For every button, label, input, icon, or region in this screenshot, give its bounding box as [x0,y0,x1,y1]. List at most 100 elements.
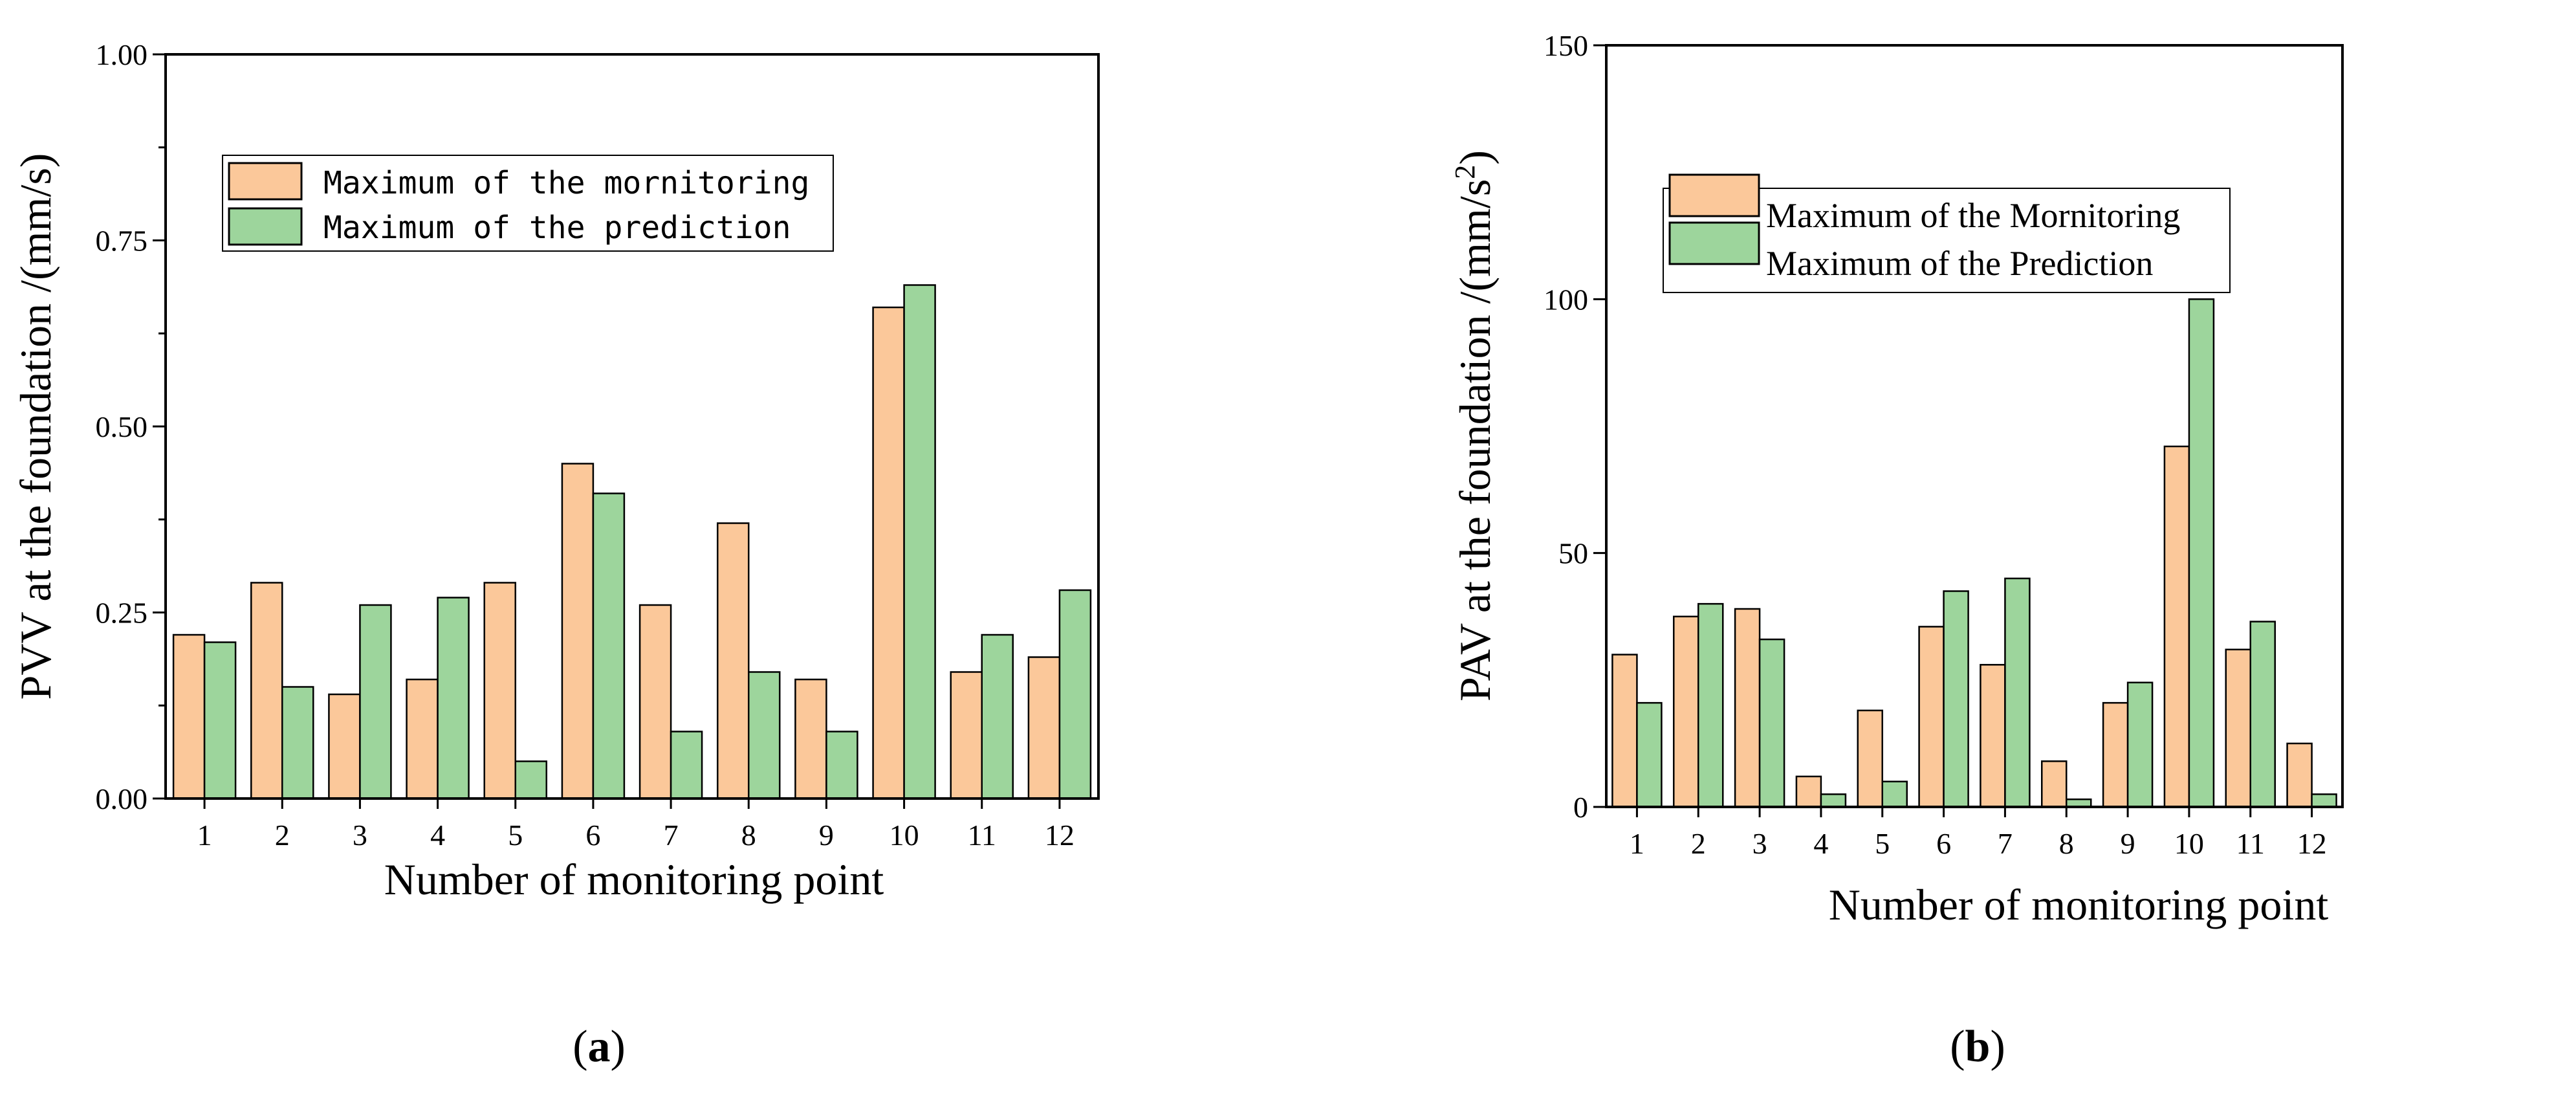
chart-b-bar-monitoring-point-5 [1857,709,1883,808]
chart-a-bar-monitoring-point-11 [950,671,983,800]
chart-b-y-axis-title-end: ) [1450,150,1500,165]
chart-b-x-tick-label-8: 8 [2059,827,2074,860]
chart-a-bar-prediction-point-9 [825,731,858,800]
chart-a-x-tick-label-11: 11 [968,819,996,852]
chart-a-panel-label: (a) [573,1022,626,1072]
chart-a-bar-monitoring-point-4 [406,678,439,800]
chart-a-bar-monitoring-point-5 [483,582,516,800]
chart-a-bar-monitoring-point-12 [1027,656,1061,800]
chart-a-legend: Maximum of the mornitoring Maximum of th… [222,155,834,252]
chart-b-bar-monitoring-point-6 [1918,626,1945,808]
chart-a-x-tick-label-1: 1 [197,819,212,852]
chart-a-y-tick-label-0.50: 0.50 [96,410,148,443]
chart-panel-a: 1 2 3 4 5 6 7 8 9 10 11 120.000.250.500.751.00 Numb… [11,38,1100,1072]
chart-a-axes: 1 2 3 4 5 6 7 8 9 10 11 120.000.250.500.751.00 [96,38,1075,852]
chart-a-bar-prediction-point-1 [203,641,237,800]
chart-b-y-axis-title: PAV at the foundation /(mm/s2) [1449,150,1500,701]
chart-a-bar-prediction-point-8 [748,671,781,800]
chart-b-bar-prediction-point-3 [1758,638,1785,808]
chart-b-bar-monitoring-point-3 [1734,608,1761,808]
chart-b-x-tick-label-9: 9 [2121,827,2135,860]
chart-b-bar-monitoring-point-8 [2041,760,2068,808]
chart-a-legend-label-prediction: Maximum of the prediction [323,210,791,246]
chart-a-x-axis-title: Number of monitoring point [384,855,884,904]
chart-b-bars [1611,298,2337,808]
chart-b-panel-label-open: ( [1950,1022,1965,1072]
chart-b-bar-prediction-point-9 [2126,681,2154,808]
chart-b-bar-prediction-point-7 [2004,577,2031,808]
chart-b-legend-label-monitoring: Maximum of the Mornitoring [1766,196,2180,235]
chart-b-bar-monitoring-point-10 [2163,445,2190,808]
chart-a-x-tick-label-10: 10 [890,819,919,852]
chart-b-bar-prediction-point-10 [2188,298,2215,808]
chart-b-x-tick-label-2: 2 [1691,827,1706,860]
chart-b-bar-monitoring-point-12 [2286,742,2313,808]
chart-b-bar-monitoring-point-2 [1673,615,1699,808]
chart-a-legend-box [222,155,834,252]
chart-a-bar-prediction-point-10 [903,284,936,800]
chart-b-x-tick-label-7: 7 [1998,827,2013,860]
chart-a-legend-label-monitoring: Maximum of the mornitoring [323,165,809,201]
chart-a-y-tick-label-0.25: 0.25 [96,597,148,630]
chart-a-bar-prediction-point-2 [281,686,314,800]
chart-b-legend-swatch-monitoring [1668,173,1760,217]
chart-b-y-tick-label-0: 0 [1573,791,1588,824]
chart-b-x-tick-label-10: 10 [2174,827,2204,860]
chart-b-bar-monitoring-point-4 [1795,775,1822,808]
chart-a-y-tick-label-1.00: 1.00 [96,38,148,71]
chart-b-bar-monitoring-point-7 [1980,664,2006,808]
chart-a-y-tick-label-0.75: 0.75 [96,225,148,258]
chart-a-bar-prediction-point-7 [670,731,703,800]
chart-b-bar-monitoring-point-1 [1611,654,1638,808]
chart-b-bar-prediction-point-1 [1636,701,1663,808]
chart-a-bar-prediction-point-3 [359,604,392,800]
chart-a-legend-swatch-monitoring [228,162,303,201]
chart-a-bar-monitoring-point-6 [561,463,595,800]
chart-b-legend-label-prediction: Maximum of the Prediction [1766,244,2153,283]
chart-b-bar-prediction-point-5 [1881,780,1908,808]
chart-a-x-tick-label-8: 8 [741,819,756,852]
chart-b-x-axis-title: Number of monitoring point [1829,880,2329,929]
chart-b-y-tick-label-50: 50 [1558,537,1588,570]
chart-a-bar-monitoring-point-7 [639,604,672,800]
chart-a-bars [172,284,1092,800]
chart-b-y-tick-label-150: 150 [1544,29,1588,62]
chart-a-bar-prediction-point-12 [1058,589,1092,800]
chart-b-x-tick-label-12: 12 [2297,827,2327,860]
chart-b-x-tick-label-11: 11 [2236,827,2265,860]
chart-a-panel-label-open: ( [573,1022,587,1072]
chart-b-x-tick-label-5: 5 [1875,827,1890,860]
chart-b-y-axis-title-superscript: 2 [1449,165,1481,179]
chart-b-bar-prediction-point-4 [1820,793,1847,808]
chart-a-x-tick-label-12: 12 [1045,819,1075,852]
chart-a-legend-swatch-prediction [228,207,303,246]
chart-a-bar-monitoring-point-3 [328,693,361,800]
chart-b-bar-prediction-point-6 [1943,590,1969,808]
chart-b-x-tick-label-4: 4 [1813,827,1828,860]
chart-a-bar-prediction-point-6 [592,492,626,800]
chart-a-bar-monitoring-point-2 [250,582,283,800]
chart-b-bar-monitoring-point-9 [2102,701,2129,808]
chart-a-panel-label-letter: a [588,1022,611,1072]
chart-a-bar-prediction-point-5 [514,760,547,800]
chart-b-y-axis-title-main: PAV at the foundation /(mm/s [1450,179,1500,701]
chart-b-x-tick-label-6: 6 [1936,827,1951,860]
chart-a-x-tick-label-4: 4 [430,819,445,852]
chart-a-x-tick-label-6: 6 [585,819,600,852]
chart-a-x-tick-label-3: 3 [353,819,367,852]
chart-b-bar-prediction-point-11 [2249,621,2276,808]
chart-a-bar-monitoring-point-1 [172,634,206,800]
chart-b-legend: Maximum of the Mornitoring Maximum of th… [1663,173,2231,293]
chart-b-x-tick-label-1: 1 [1630,827,1644,860]
chart-b-panel-label: (b) [1950,1022,2005,1072]
chart-b-panel-label-letter: b [1965,1022,1991,1072]
chart-b-bar-monitoring-point-11 [2225,648,2251,808]
chart-a-x-tick-label-5: 5 [508,819,523,852]
chart-b-legend-swatch-prediction [1668,221,1760,265]
chart-b-x-tick-label-3: 3 [1752,827,1767,860]
chart-a-bar-monitoring-point-10 [872,306,905,800]
chart-b-bar-prediction-point-2 [1697,602,1724,808]
